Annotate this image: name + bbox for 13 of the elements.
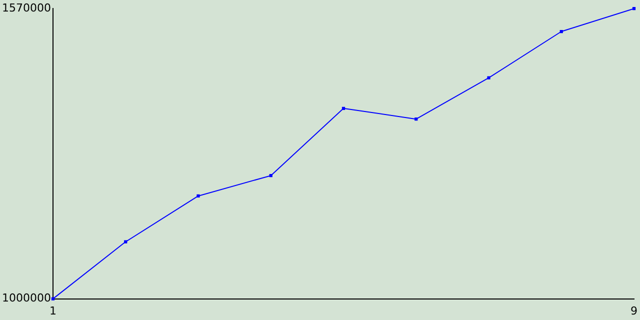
y-tick-label: 1570000	[2, 1, 51, 14]
point	[342, 106, 346, 110]
point	[124, 240, 128, 244]
point	[196, 194, 200, 198]
point	[632, 7, 636, 10]
point	[560, 30, 563, 34]
x-tick-label: 9	[630, 304, 638, 318]
y-tick-label: 1000000	[2, 292, 51, 305]
point	[414, 118, 418, 121]
x-tick-label: 1	[49, 304, 56, 318]
point	[269, 174, 272, 178]
point	[487, 76, 490, 80]
point	[51, 297, 55, 300]
